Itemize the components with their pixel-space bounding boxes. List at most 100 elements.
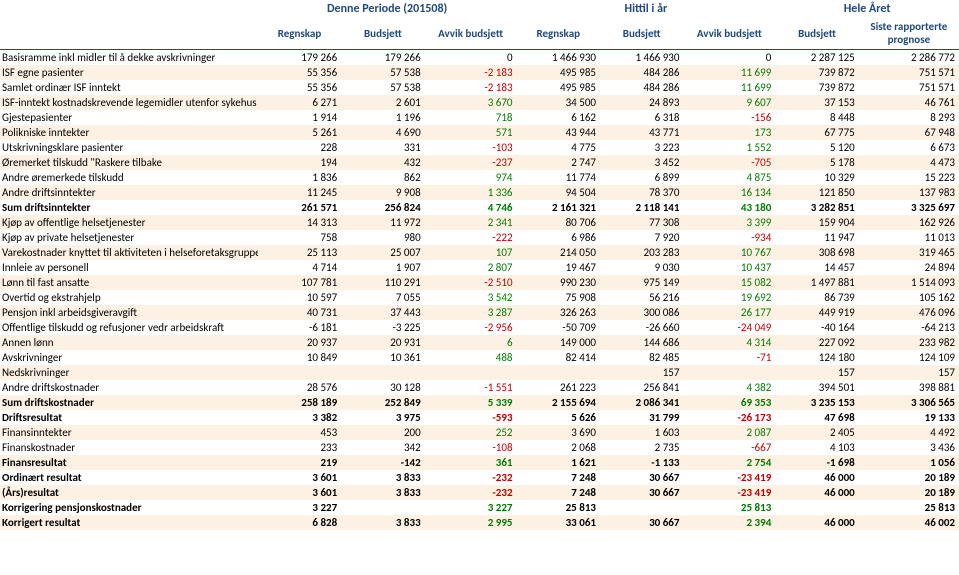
cell: 25 113	[258, 245, 341, 260]
cell: 6	[425, 335, 517, 350]
row-label: Basisramme inkl midler til å dekke avskr…	[0, 50, 258, 66]
cell: 34 500	[517, 95, 600, 110]
row-label: Pensjon inkl arbeidsgiveravgift	[0, 305, 258, 320]
cell: 2 747	[517, 155, 600, 170]
cell: 11 013	[859, 230, 959, 245]
cell: 488	[425, 350, 517, 365]
cell: 157	[775, 365, 858, 380]
cell: 2 286 772	[859, 50, 959, 66]
cell: 25 007	[341, 245, 424, 260]
table-row: Annen lønn20 93720 9316149 000144 6864 3…	[0, 335, 959, 350]
cell: 432	[341, 155, 424, 170]
cell: 3 227	[258, 500, 341, 515]
table-row: ISF egne pasienter55 35657 538-2 183495 …	[0, 65, 959, 80]
cell: 159 904	[775, 215, 858, 230]
cell: -23 419	[683, 485, 775, 500]
cell: 361	[425, 455, 517, 470]
row-label: Korrigering pensjonskostnader	[0, 500, 258, 515]
cell: 77 308	[600, 215, 683, 230]
cell: -705	[683, 155, 775, 170]
cell: 57 538	[341, 80, 424, 95]
cell: 10 437	[683, 260, 775, 275]
cell: 326 263	[517, 305, 600, 320]
row-label: Lønn til fast ansatte	[0, 275, 258, 290]
table-row: Sum driftskostnader258 189252 8495 3392 …	[0, 395, 959, 410]
column-header: Avvik budsjett	[683, 18, 775, 50]
cell: 1 196	[341, 110, 424, 125]
cell: 7 248	[517, 485, 600, 500]
cell: 1 056	[859, 455, 959, 470]
cell: 10 767	[683, 245, 775, 260]
cell: -237	[425, 155, 517, 170]
table-row: Finansinntekter4532002523 6901 6032 0872…	[0, 425, 959, 440]
cell: 14 457	[775, 260, 858, 275]
cell: 751 571	[859, 80, 959, 95]
cell: 24 894	[859, 260, 959, 275]
cell: -64 213	[859, 320, 959, 335]
row-label: Finansinntekter	[0, 425, 258, 440]
cell: 300 086	[600, 305, 683, 320]
table-head: Denne Periode (201508)Hittil i årHele År…	[0, 0, 959, 50]
table-row: Overtid og ekstrahjelp10 5977 0553 54275…	[0, 290, 959, 305]
cell: -23 419	[683, 470, 775, 485]
table-row: Korrigering pensjonskostnader3 2273 2272…	[0, 500, 959, 515]
cell: 3 306 565	[859, 395, 959, 410]
cell	[600, 500, 683, 515]
cell: 261 571	[258, 200, 341, 215]
cell: 233	[258, 440, 341, 455]
cell	[775, 500, 858, 515]
cell: 14 313	[258, 215, 341, 230]
table-row: Øremerket tilskudd "Raskere tilbake19443…	[0, 155, 959, 170]
table-row: Utskrivningsklare pasienter228331-1034 7…	[0, 140, 959, 155]
cell: 3 542	[425, 290, 517, 305]
row-label: Polikniske inntekter	[0, 125, 258, 140]
cell: -222	[425, 230, 517, 245]
cell	[425, 365, 517, 380]
column-header: Budsjett	[341, 18, 424, 50]
cell: 233 982	[859, 335, 959, 350]
cell: 124 109	[859, 350, 959, 365]
row-label: Korrigert resultat	[0, 515, 258, 530]
row-label: Annen lønn	[0, 335, 258, 350]
row-label: Finanskostnader	[0, 440, 258, 455]
cell: 67 775	[775, 125, 858, 140]
cell: 2 341	[425, 215, 517, 230]
cell: 6 673	[859, 140, 959, 155]
cell: 758	[258, 230, 341, 245]
table-row: Finansresultat219-1423611 621-1 1332 754…	[0, 455, 959, 470]
cell: 105 162	[859, 290, 959, 305]
cell	[683, 365, 775, 380]
cell: 1 466 930	[600, 50, 683, 66]
cell: 4 473	[859, 155, 959, 170]
row-label: ISF-inntekt kostnadskrevende legemidler …	[0, 95, 258, 110]
cell: 3 325 697	[859, 200, 959, 215]
cell: 256 841	[600, 380, 683, 395]
cell: 82 485	[600, 350, 683, 365]
cell: -6 181	[258, 320, 341, 335]
cell: -934	[683, 230, 775, 245]
cell: 19 467	[517, 260, 600, 275]
cell: 1 914	[258, 110, 341, 125]
column-header: Regnskap	[517, 18, 600, 50]
cell: 10 597	[258, 290, 341, 305]
cell: 3 690	[517, 425, 600, 440]
cell: 20 931	[341, 335, 424, 350]
cell: -71	[683, 350, 775, 365]
cell: 194	[258, 155, 341, 170]
cell: 11 947	[775, 230, 858, 245]
cell: 16 134	[683, 185, 775, 200]
cell: 3 436	[859, 440, 959, 455]
cell: 4 492	[859, 425, 959, 440]
cell: 82 414	[517, 350, 600, 365]
row-label: Andre driftsinntekter	[0, 185, 258, 200]
table-row: ISF-inntekt kostnadskrevende legemidler …	[0, 95, 959, 110]
cell: 2 405	[775, 425, 858, 440]
cell: 157	[600, 365, 683, 380]
cell: 25 813	[859, 500, 959, 515]
table-row: Pensjon inkl arbeidsgiveravgift40 73137 …	[0, 305, 959, 320]
row-label: Sum driftsinntekter	[0, 200, 258, 215]
row-label: Kjøp av offentlige helsetjenester	[0, 215, 258, 230]
cell: 121 850	[775, 185, 858, 200]
cell: 75 908	[517, 290, 600, 305]
cell: 94 504	[517, 185, 600, 200]
